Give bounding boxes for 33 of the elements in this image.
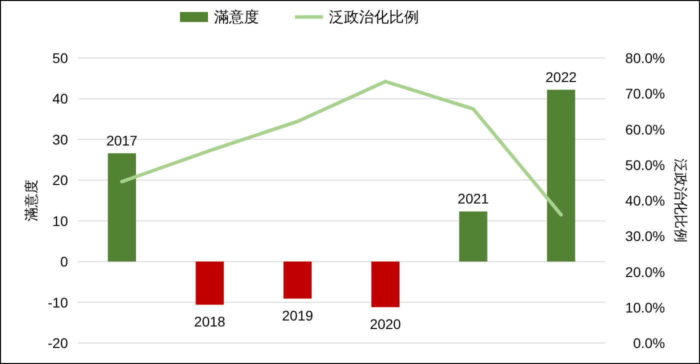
y-tick-label: 20 <box>52 172 68 188</box>
y2-tick-label: 30.0% <box>625 228 665 244</box>
bar <box>547 90 576 262</box>
y2-tick-label: 50.0% <box>625 156 665 173</box>
y2-axis-title: 泛政治化比例 <box>673 158 689 242</box>
y-axis-title: 滿意度 <box>23 180 39 222</box>
y2-tick-label: 60.0% <box>625 121 665 138</box>
y2-tick-label: 70.0% <box>625 86 665 102</box>
legend-label: 滿意度 <box>214 9 259 26</box>
bar <box>284 262 312 299</box>
y2-tick-label: 0.0% <box>633 335 665 351</box>
y-tick-label: 30 <box>52 131 68 148</box>
y-tick-label: 0 <box>60 254 68 270</box>
bar <box>108 153 136 262</box>
y-tick-label: -10 <box>48 294 68 310</box>
y2-tick-label: 40.0% <box>625 192 665 208</box>
y2-tick-label: 80.0% <box>625 50 665 66</box>
bar <box>196 262 224 305</box>
bar <box>459 211 488 262</box>
x-tick-label: 2020 <box>370 316 402 332</box>
x-tick-label: 2021 <box>458 190 490 206</box>
y-tick-label: 40 <box>52 90 68 107</box>
legend-label: 泛政治化比例 <box>329 9 419 26</box>
y2-tick-label: 20.0% <box>625 264 665 280</box>
y2-tick-label: 10.0% <box>625 299 665 316</box>
x-tick-label: 2017 <box>106 132 138 148</box>
bar <box>371 262 400 308</box>
y-tick-label: 10 <box>52 212 68 229</box>
x-tick-label: 2022 <box>546 68 577 85</box>
x-tick-label: 2018 <box>194 314 226 330</box>
y-tick-label: 50 <box>52 50 68 66</box>
y-tick-label: -20 <box>48 335 68 351</box>
x-tick-label: 2019 <box>282 308 314 324</box>
